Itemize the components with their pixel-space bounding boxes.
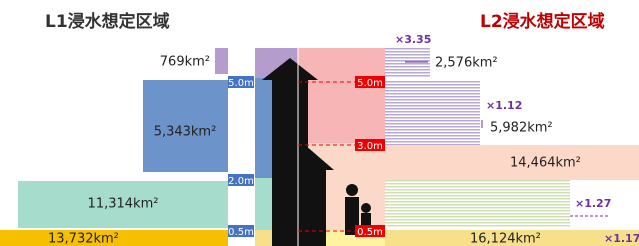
depth: 2.0m <box>228 176 254 187</box>
area: 769km² <box>160 55 210 70</box>
depth: 5.0m <box>357 78 383 89</box>
title: L2浸水想定区域 <box>480 11 605 32</box>
ratio: ×1.27 <box>575 197 611 210</box>
depth: 5.0m <box>228 78 254 89</box>
ratio: ×3.35 <box>395 33 431 46</box>
area: 5,982km² <box>490 121 553 136</box>
diagram: L1浸水想定区域 L2浸水想定区域 769km² 5,343km² 11,314… <box>0 0 639 246</box>
depth: 0.5m <box>228 227 254 238</box>
area: 11,314km² <box>88 197 159 212</box>
left-bars <box>0 48 228 246</box>
ratio: ×1.12 <box>486 99 522 112</box>
page: {"header":{"left_title":"L1浸水想定区域","righ… <box>0 0 639 246</box>
depth: 0.5m <box>357 227 383 238</box>
title: L1浸水想定区域 <box>45 11 170 32</box>
area: 2,576km² <box>435 56 498 71</box>
ratio: ×1.17 <box>604 232 639 245</box>
area: 14,464km² <box>510 156 581 171</box>
depth: 3.0m <box>357 141 383 152</box>
area: 5,343km² <box>154 125 217 140</box>
right-bars <box>385 48 639 246</box>
area: 16,124km² <box>470 232 541 246</box>
area: 13,732km² <box>48 232 119 246</box>
